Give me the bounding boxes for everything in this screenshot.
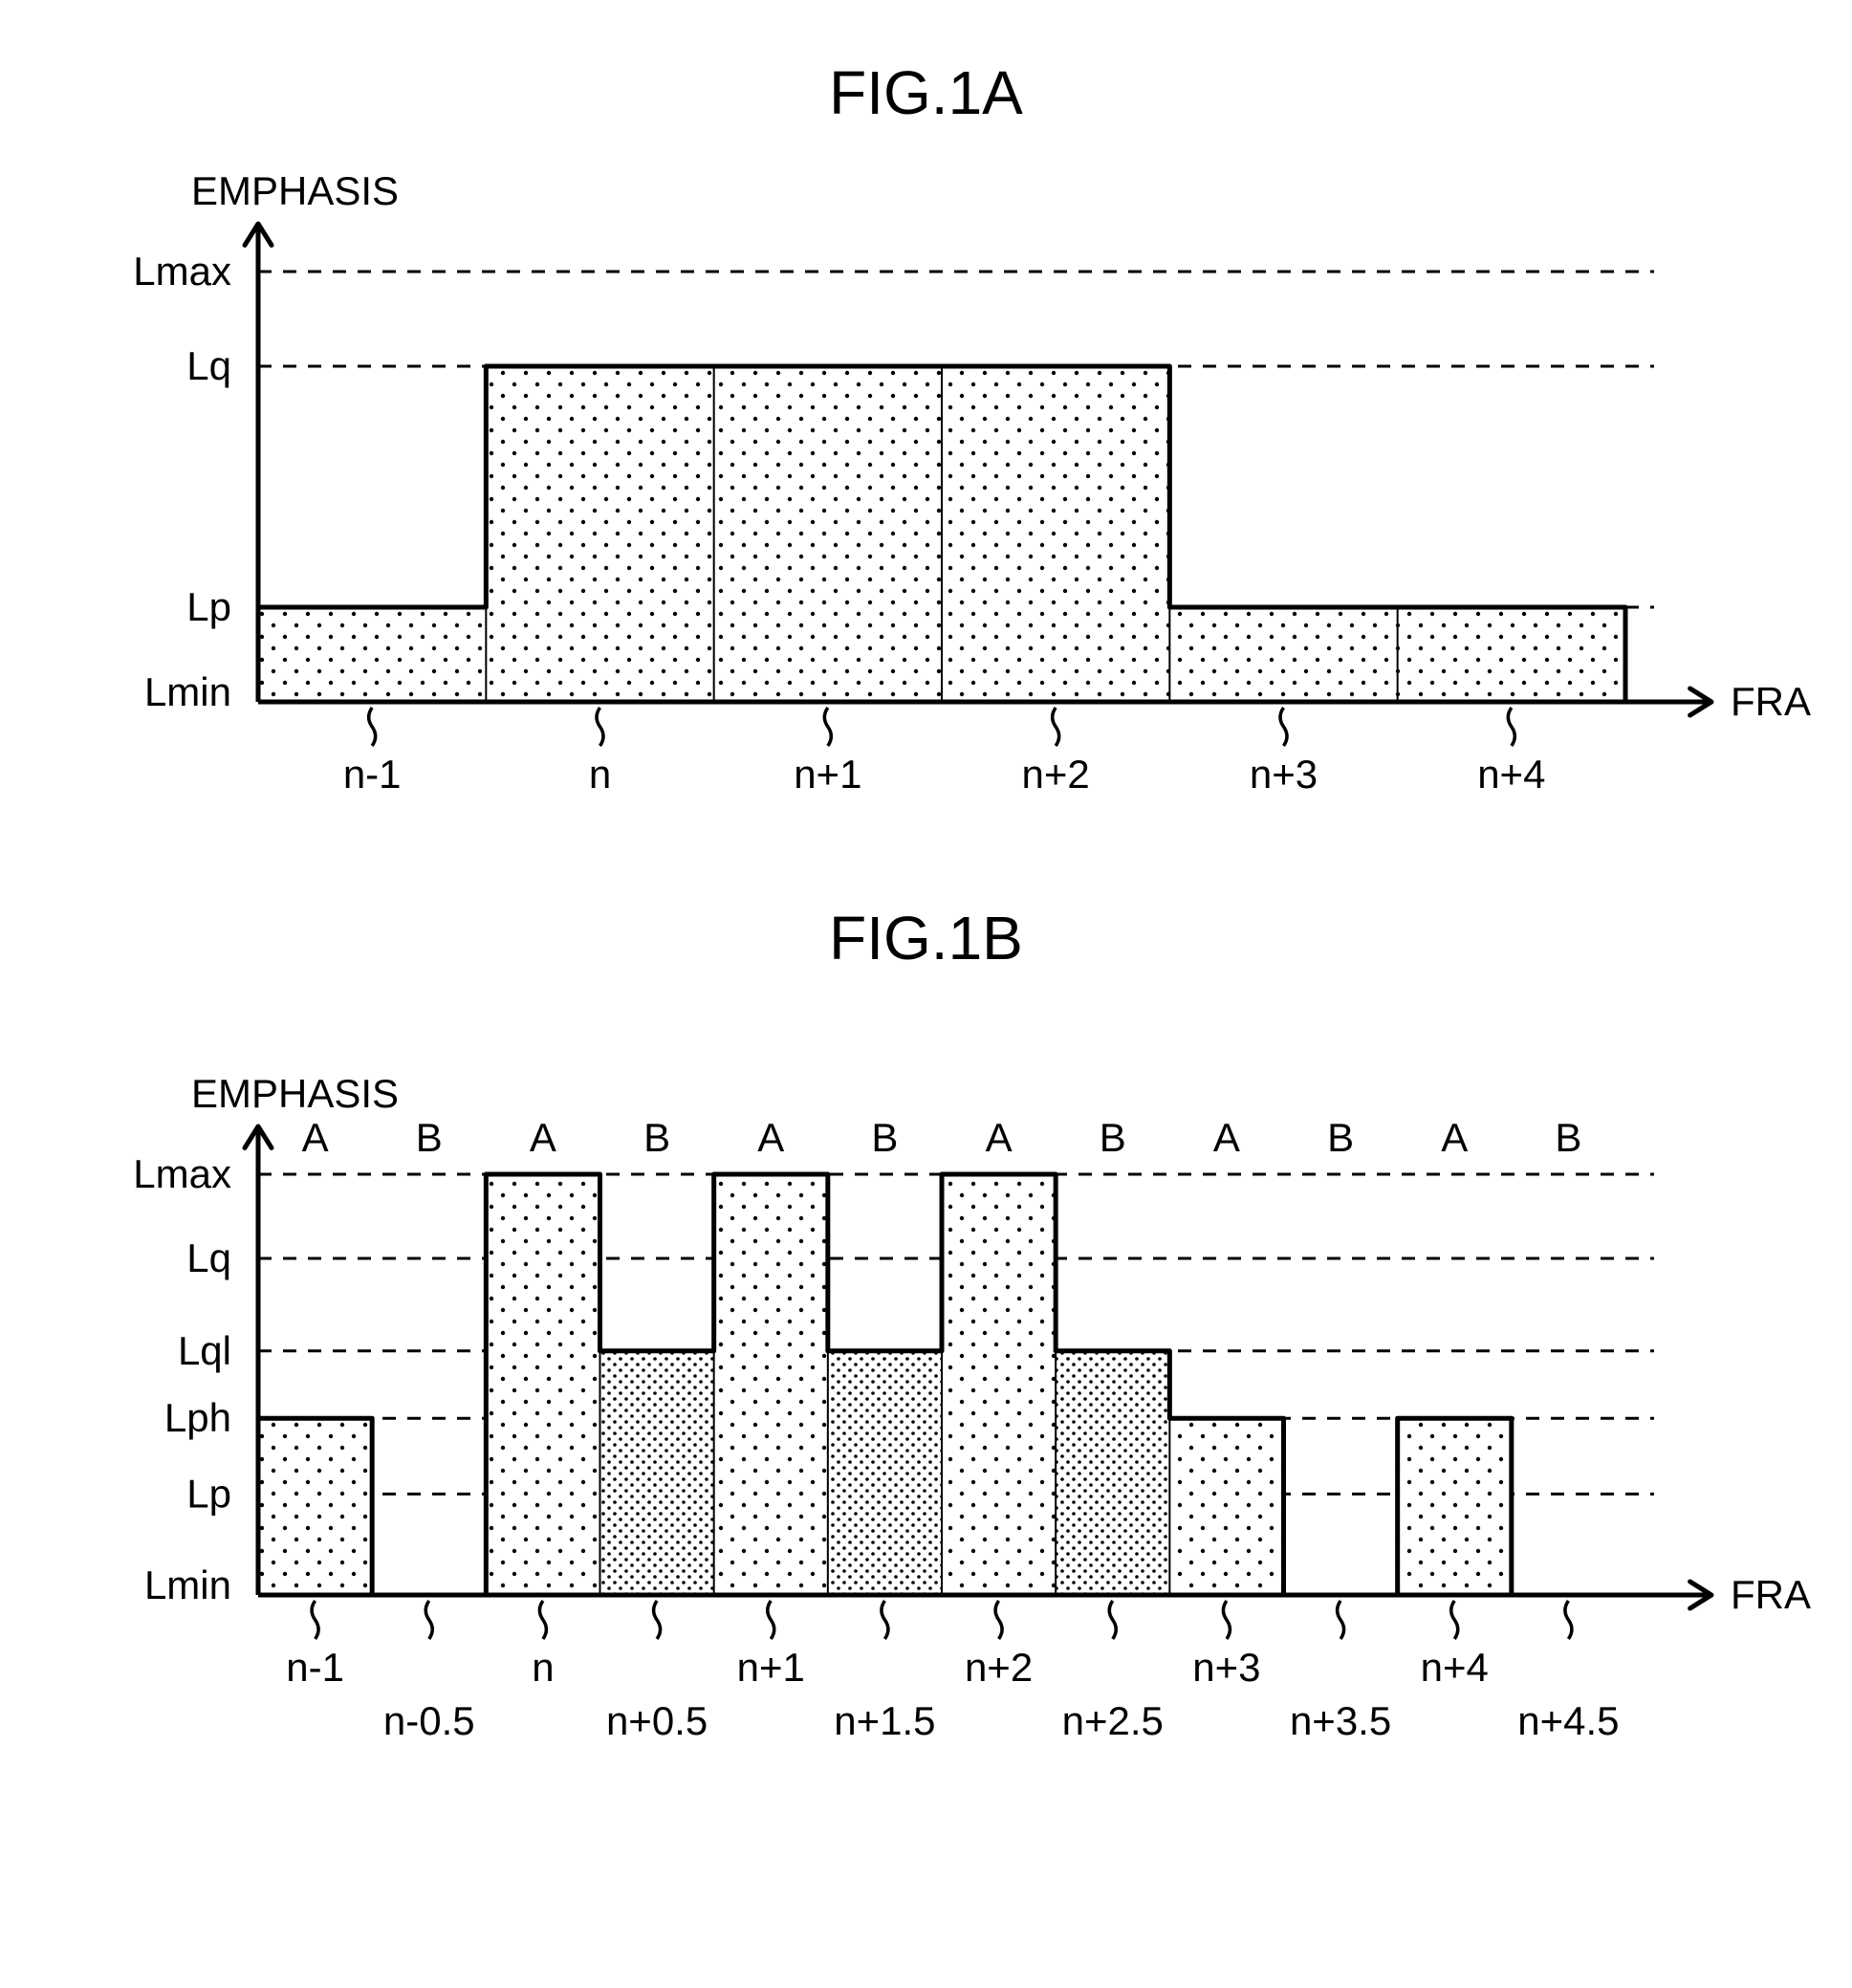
ylevel-Lql: Lql [178,1328,231,1373]
top-label-9: B [1327,1115,1354,1160]
xtick-6: n+2 [965,1645,1033,1690]
fig-b-title: FIG.1B [38,903,1814,973]
top-label-6: A [986,1115,1013,1160]
xtick-5: n+4 [1477,752,1545,797]
xtick-3: n+0.5 [606,1698,708,1743]
top-label-2: A [530,1115,556,1160]
xlabel: FRAME [1731,1572,1814,1617]
fig-b-chart: Lmax Lq Lql Lph Lp Lmin EMPHASIS FRAME A B A B A B A B A… [38,983,1814,1844]
top-label-8: A [1213,1115,1240,1160]
xtick-0: n-1 [343,752,402,797]
xtick-1: n-0.5 [383,1698,475,1743]
xtick-4: n+3 [1250,752,1318,797]
ylevel-Lp: Lp [186,1471,231,1516]
top-label-3: B [643,1115,670,1160]
xlabel: FRAME [1731,679,1814,724]
xtick-5: n+1.5 [834,1698,935,1743]
ylevel-Lq: Lq [186,1235,231,1280]
fig-a-chart: Lmax Lq Lp Lmin EMPHASIS FRAME n-1 n n+1 n+2 n+3 n+… [38,138,1814,884]
xtick-4: n+1 [737,1645,805,1690]
top-label-11: B [1555,1115,1581,1160]
ylevel-Lq: Lq [186,343,231,388]
ylevel-Lmax: Lmax [133,249,231,294]
top-label-7: B [1100,1115,1126,1160]
xtick-7: n+2.5 [1062,1698,1164,1743]
ylevel-Lmin: Lmin [144,1562,231,1607]
xtick-11: n+4.5 [1517,1698,1619,1743]
top-label-4: A [757,1115,784,1160]
xtick-3: n+2 [1022,752,1090,797]
xtick-0: n-1 [286,1645,344,1690]
ylabel: EMPHASIS [191,1071,399,1116]
top-label-5: B [871,1115,898,1160]
ylevel-Lph: Lph [164,1395,231,1440]
ylevel-Lmin: Lmin [144,669,231,714]
ylevel-Lmax: Lmax [133,1151,231,1196]
top-label-0: A [302,1115,329,1160]
top-label-1: B [416,1115,443,1160]
xtick-9: n+3.5 [1290,1698,1391,1743]
xtick-2: n [532,1645,554,1690]
xtick-8: n+3 [1192,1645,1260,1690]
ylabel: EMPHASIS [191,168,399,213]
xtick-10: n+4 [1421,1645,1489,1690]
xtick-1: n [589,752,611,797]
fig-a-title: FIG.1A [38,57,1814,128]
xtick-2: n+1 [794,752,861,797]
top-label-10: A [1441,1115,1468,1160]
ylevel-Lp: Lp [186,584,231,629]
